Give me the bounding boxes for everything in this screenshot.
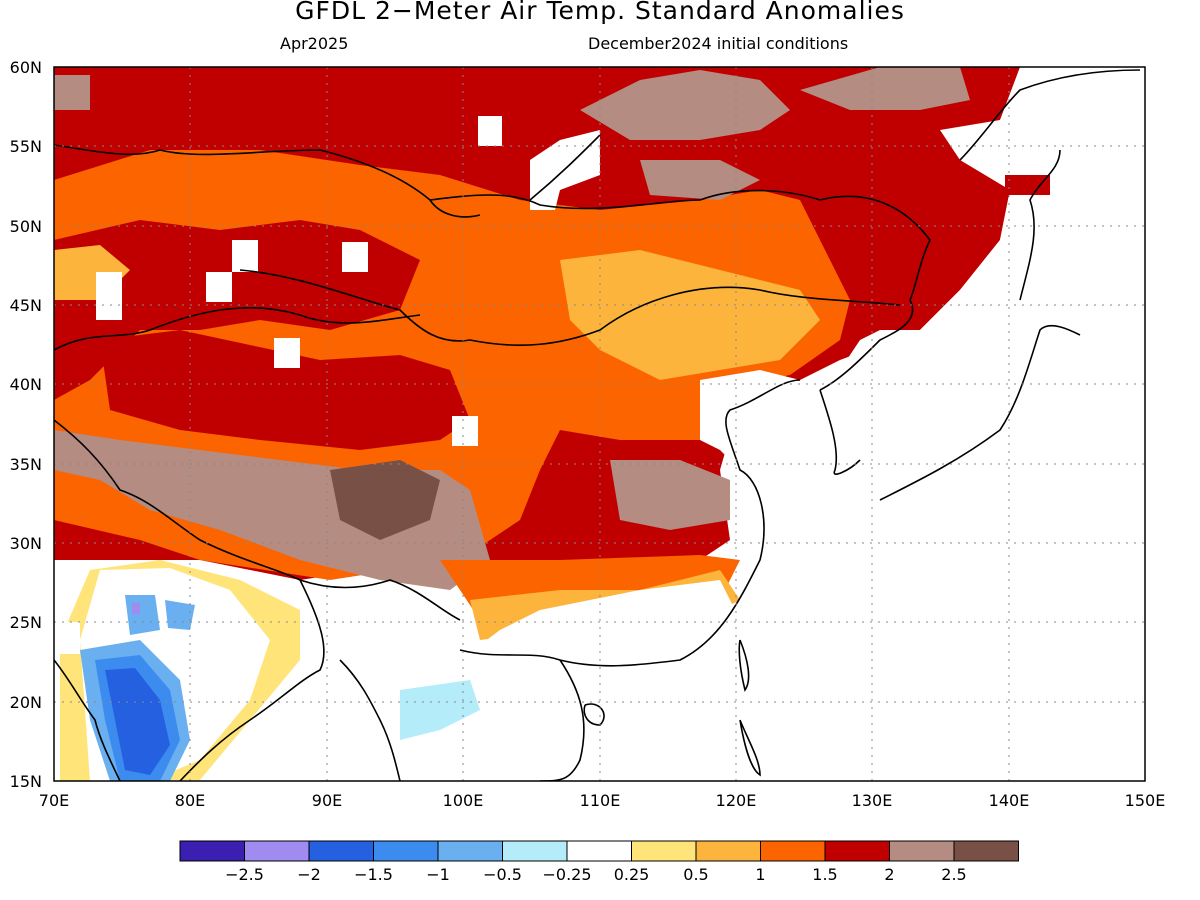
colorbar-swatch — [308, 840, 374, 862]
map-frame — [53, 66, 1146, 782]
lat-tick: 55N — [10, 137, 42, 156]
colorbar-label: 2 — [884, 865, 894, 884]
lon-axis: 70E 80E 90E 100E 110E 120E 130E 140E 150… — [39, 791, 1166, 810]
graticule — [54, 67, 1145, 781]
colorbar-label: 1.5 — [812, 865, 837, 884]
lat-tick: 25N — [10, 613, 42, 632]
lon-tick: 130E — [852, 791, 893, 810]
lat-tick: 60N — [10, 58, 42, 77]
light-blue-patch-2 — [165, 600, 195, 630]
colorbar-swatch — [437, 840, 503, 862]
colorbar-label: −2.5 — [225, 865, 264, 884]
neutral-south-china — [460, 580, 740, 781]
colorbar-label: −2 — [297, 865, 321, 884]
light-blue-patch — [125, 595, 160, 635]
red-sakhalin — [1005, 175, 1050, 195]
dark-brown-tibet — [330, 460, 440, 540]
colorbar-label: 0.25 — [614, 865, 650, 884]
brown-china — [610, 460, 730, 530]
colorbar-label: −0.5 — [483, 865, 522, 884]
colorbar-swatch — [631, 840, 697, 862]
lat-axis: 60N 55N 50N 45N 40N 35N 30N 25N 20N 15N — [10, 58, 42, 791]
cyan-indochina — [400, 680, 480, 740]
colorbar-label: −1 — [426, 865, 450, 884]
colorbar-swatch — [889, 840, 955, 862]
lat-tick: 20N — [10, 693, 42, 712]
colorbar-swatch — [244, 840, 310, 862]
red-blob-west — [100, 330, 470, 450]
lat-tick: 35N — [10, 455, 42, 474]
purple-dot — [132, 603, 140, 614]
lat-tick: 45N — [10, 296, 42, 315]
lon-tick: 150E — [1125, 791, 1166, 810]
colorbar-label: 0.5 — [683, 865, 708, 884]
colorbar-label: −1.5 — [354, 865, 393, 884]
anomaly-field — [54, 67, 1145, 781]
lon-tick: 70E — [39, 791, 69, 810]
lon-tick: 120E — [716, 791, 757, 810]
lat-tick: 50N — [10, 217, 42, 236]
colorbar: −2.5 −2 −1.5 −1 −0.5 −0.25 0.25 0.5 1 1.5 2 2.5 — [179, 840, 1019, 884]
map-title: GFDL 2−Meter Air Temp. Standard Anomalie… — [295, 0, 905, 25]
lat-tick: 15N — [10, 772, 42, 791]
colorbar-swatch — [695, 840, 761, 862]
light-orange-mongolia — [560, 250, 820, 380]
colorbar-swatch — [179, 840, 245, 862]
deep-blue-india — [105, 668, 170, 775]
brown-siberia-3 — [800, 67, 970, 110]
colorbar-swatch — [824, 840, 890, 862]
lon-tick: 140E — [989, 791, 1030, 810]
colorbar-label: −0.25 — [542, 865, 591, 884]
colorbar-label: 1 — [755, 865, 765, 884]
colorbar-swatch — [760, 840, 826, 862]
colorbar-swatch — [566, 840, 632, 862]
colorbar-swatch — [502, 840, 568, 862]
lon-tick: 100E — [443, 791, 484, 810]
lat-tick: 40N — [10, 375, 42, 394]
lon-tick: 90E — [312, 791, 342, 810]
brown-siberia-1 — [580, 70, 790, 140]
coastlines — [54, 69, 1141, 781]
brown-siberia-2 — [640, 160, 760, 200]
colorbar-swatch — [953, 840, 1019, 862]
brown-west — [54, 75, 90, 110]
colorbar-label: 2.5 — [941, 865, 966, 884]
colorbar-swatch — [373, 840, 439, 862]
lat-tick: 30N — [10, 534, 42, 553]
lon-tick: 80E — [175, 791, 205, 810]
lon-tick: 110E — [580, 791, 621, 810]
initial-conditions: December2024 initial conditions — [588, 34, 849, 53]
forecast-month: Apr2025 — [280, 34, 349, 53]
